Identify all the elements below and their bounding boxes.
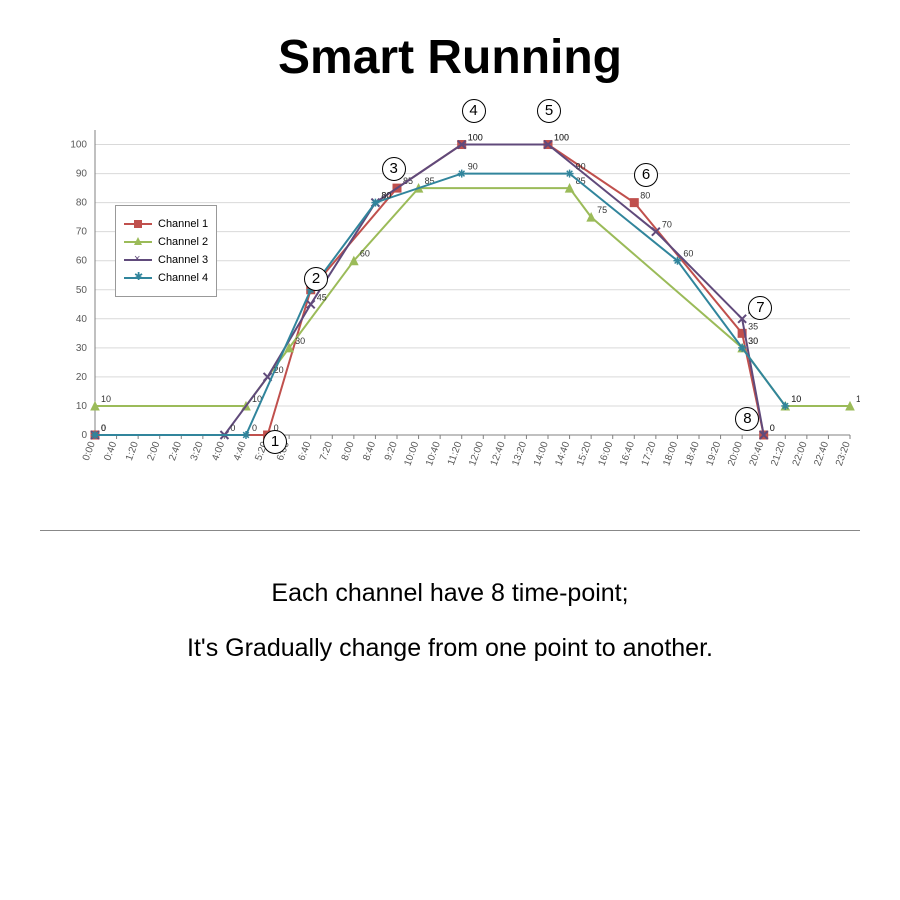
svg-text:30: 30: [76, 343, 88, 354]
svg-text:2:40: 2:40: [167, 440, 184, 462]
svg-text:3:20: 3:20: [189, 440, 206, 462]
svg-text:23:20: 23:20: [834, 440, 853, 468]
svg-text:100: 100: [70, 140, 87, 151]
page-title: Smart Running: [0, 0, 900, 85]
svg-text:15:20: 15:20: [575, 440, 594, 468]
svg-text:16:40: 16:40: [618, 440, 637, 468]
svg-text:22:00: 22:00: [791, 440, 810, 468]
svg-text:0: 0: [230, 423, 235, 433]
svg-text:10:40: 10:40: [424, 440, 443, 468]
chart-svg: 01020304050607080901000:000:401:202:002:…: [40, 115, 860, 505]
svg-text:10: 10: [76, 401, 88, 412]
legend: Channel 1 Channel 2 ×Channel 3 ✱Channel 4: [115, 205, 217, 297]
svg-text:11:20: 11:20: [446, 440, 465, 467]
annotation-2: 2: [304, 267, 328, 291]
svg-text:10: 10: [791, 394, 801, 404]
svg-text:18:00: 18:00: [661, 440, 680, 468]
svg-text:90: 90: [76, 169, 88, 180]
page: Smart Running 01020304050607080901000:00…: [0, 0, 900, 900]
svg-text:2:00: 2:00: [146, 440, 163, 462]
annotation-1: 1: [263, 430, 287, 454]
legend-item: Channel 1: [124, 218, 208, 230]
svg-text:22:40: 22:40: [812, 440, 831, 468]
svg-text:75: 75: [597, 205, 607, 215]
line-chart: 01020304050607080901000:000:401:202:002:…: [40, 115, 860, 505]
svg-text:14:00: 14:00: [532, 440, 551, 468]
svg-text:20: 20: [76, 372, 88, 383]
svg-text:50: 50: [76, 285, 88, 296]
svg-text:8:40: 8:40: [361, 440, 378, 462]
svg-text:13:20: 13:20: [510, 440, 529, 468]
svg-text:10: 10: [101, 394, 111, 404]
svg-text:100: 100: [468, 133, 483, 143]
divider: [40, 530, 860, 531]
svg-text:14:40: 14:40: [553, 440, 572, 468]
svg-text:0: 0: [101, 423, 106, 433]
legend-item: ×Channel 3: [124, 254, 208, 266]
svg-text:12:40: 12:40: [489, 440, 508, 468]
svg-text:70: 70: [662, 220, 672, 230]
svg-text:0: 0: [770, 423, 775, 433]
svg-text:0: 0: [81, 430, 87, 441]
legend-label: Channel 2: [158, 236, 208, 248]
annotation-5: 5: [537, 99, 561, 123]
svg-text:9:20: 9:20: [383, 440, 400, 462]
svg-text:6:40: 6:40: [297, 440, 314, 462]
svg-text:21:20: 21:20: [769, 440, 788, 468]
legend-label: Channel 1: [158, 218, 208, 230]
caption-line-2: It's Gradually change from one point to …: [0, 621, 900, 676]
svg-text:0:40: 0:40: [102, 440, 119, 462]
svg-text:10:00: 10:00: [402, 440, 421, 468]
svg-text:0:00: 0:00: [81, 440, 98, 462]
svg-text:70: 70: [76, 227, 88, 238]
svg-text:80: 80: [76, 198, 88, 209]
caption-line-1: Each channel have 8 time-point;: [0, 566, 900, 621]
svg-text:40: 40: [76, 314, 88, 325]
annotation-3: 3: [382, 157, 406, 181]
svg-text:30: 30: [295, 336, 305, 346]
annotation-4: 4: [462, 99, 486, 123]
svg-text:7:20: 7:20: [318, 440, 335, 462]
svg-text:17:20: 17:20: [640, 440, 659, 468]
svg-text:30: 30: [748, 336, 758, 346]
legend-item: ✱Channel 4: [124, 272, 208, 284]
svg-text:18:40: 18:40: [683, 440, 702, 468]
svg-text:80: 80: [381, 191, 391, 201]
annotation-8: 8: [735, 407, 759, 431]
svg-text:60: 60: [76, 256, 88, 267]
svg-text:45: 45: [317, 292, 327, 302]
annotation-6: 6: [634, 163, 658, 187]
svg-text:8:00: 8:00: [340, 440, 357, 462]
svg-text:90: 90: [576, 162, 586, 172]
svg-text:19:20: 19:20: [704, 440, 723, 468]
svg-text:16:00: 16:00: [597, 440, 616, 468]
svg-text:20:40: 20:40: [748, 440, 767, 468]
svg-text:80: 80: [640, 191, 650, 201]
svg-text:60: 60: [683, 249, 693, 259]
svg-text:20:00: 20:00: [726, 440, 745, 468]
svg-text:100: 100: [554, 133, 569, 143]
caption: Each channel have 8 time-point; It's Gra…: [0, 566, 900, 676]
legend-label: Channel 4: [158, 272, 208, 284]
svg-text:90: 90: [468, 162, 478, 172]
svg-text:4:40: 4:40: [232, 440, 249, 462]
legend-label: Channel 3: [158, 254, 208, 266]
svg-text:35: 35: [748, 321, 758, 331]
svg-text:0: 0: [252, 423, 257, 433]
svg-text:4:00: 4:00: [210, 440, 227, 462]
svg-text:60: 60: [360, 249, 370, 259]
svg-text:10: 10: [856, 394, 860, 404]
svg-text:1:20: 1:20: [124, 440, 141, 462]
svg-text:12:00: 12:00: [467, 440, 486, 468]
legend-item: Channel 2: [124, 236, 208, 248]
